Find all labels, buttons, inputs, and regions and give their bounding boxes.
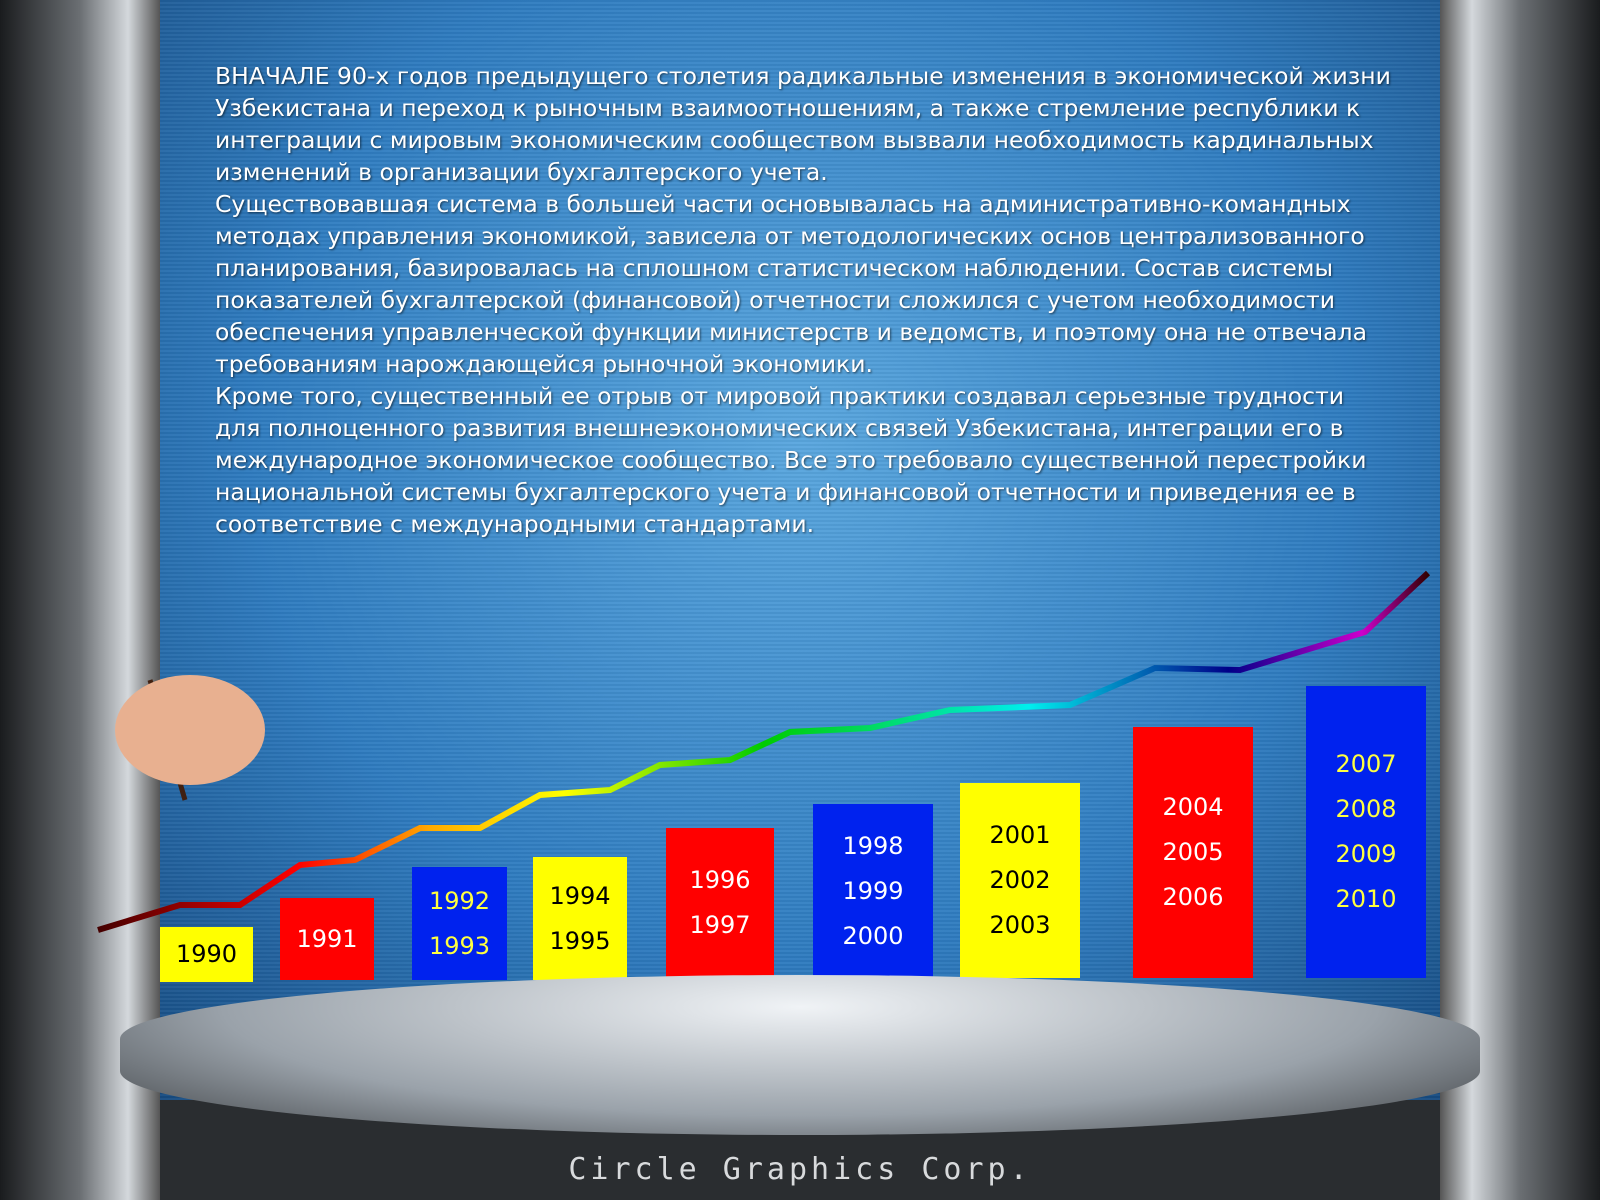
year-bar: 2001 2002 2003 [960,783,1080,978]
year-label: 1998 [842,831,904,860]
year-label: 1995 [549,926,611,955]
year-label: 2004 [1162,793,1224,821]
year-label: 2010 [1335,885,1397,913]
year-bar: 1998 1999 2000 [813,804,933,978]
year-label: 1993 [428,931,491,960]
year-label: 1997 [689,911,751,939]
logo-text: Circle Graphics Corp. [568,1152,1032,1187]
paragraph: Кроме того, существенный ее отрыв от мир… [215,382,1367,538]
body-text: ВНАЧАЛЕ 90-х годов предыдущего столетия … [215,60,1395,540]
year-label: 1999 [842,876,904,905]
year-bar: 2007 2008 2009 2010 [1306,686,1426,978]
year-label: 2006 [1162,883,1224,911]
paragraph: ВНАЧАЛЕ 90-х годов предыдущего столетия … [215,62,1391,186]
left-frame [0,0,160,1200]
year-label: 1994 [549,881,611,910]
year-bar: 1991 [280,898,374,980]
year-label: 1992 [428,886,491,915]
year-label: 2007 [1335,750,1397,778]
pedestal [120,975,1480,1135]
year-label: 1996 [689,866,751,894]
year-bar: 1994 1995 [533,857,627,980]
year-label: 2003 [989,911,1051,939]
year-label: 2000 [842,921,904,950]
year-label: 2005 [1162,838,1224,866]
year-label: 2001 [989,821,1051,849]
year-label: 1990 [175,940,238,968]
year-label: 2009 [1335,840,1397,868]
year-bar: 2004 2005 2006 [1133,727,1253,978]
year-bar: 1996 1997 [666,828,774,978]
paragraph: Существовавшая система в большей части о… [215,190,1367,378]
hand [115,675,265,785]
year-label: 2008 [1335,795,1397,823]
year-label: 1991 [296,924,358,953]
year-label: 2002 [989,866,1051,894]
year-bar: 1992 1993 [412,867,507,980]
year-bar: 1990 [160,927,253,982]
